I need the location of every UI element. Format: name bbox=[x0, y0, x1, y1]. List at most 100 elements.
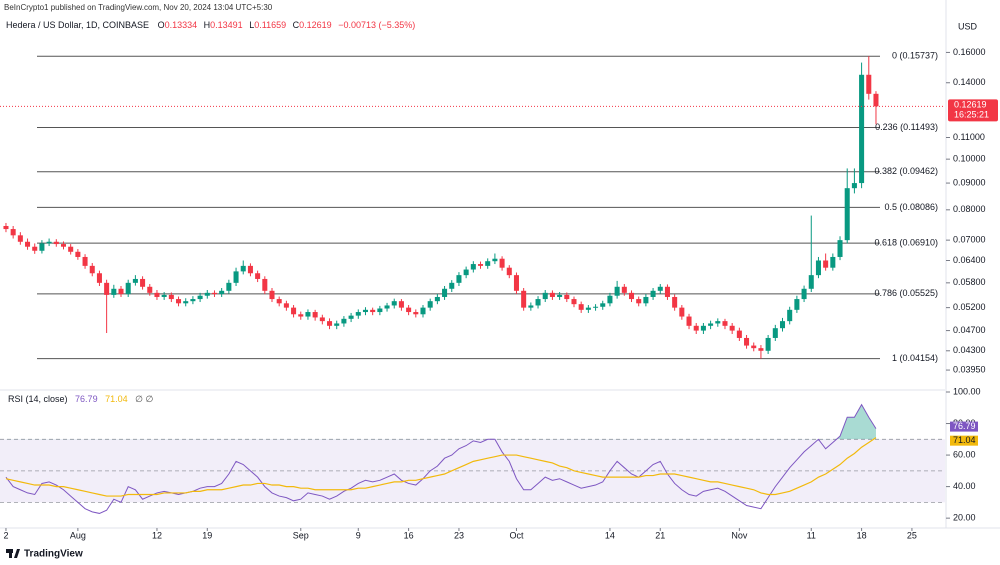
candle-body bbox=[801, 288, 807, 300]
candle-body bbox=[463, 269, 469, 276]
candle-body bbox=[614, 286, 620, 296]
rsi-line bbox=[5, 403, 877, 514]
fib-level-label: 0.236 (0.11493) bbox=[875, 122, 938, 132]
candle-body bbox=[664, 286, 670, 297]
candle-body bbox=[535, 299, 541, 306]
candle-body bbox=[808, 275, 814, 289]
candle-body bbox=[873, 93, 879, 107]
candle-body bbox=[118, 288, 124, 295]
candle-body bbox=[585, 307, 591, 310]
rsi-ma-value: 71.04 bbox=[105, 394, 128, 404]
candle-body bbox=[132, 278, 138, 283]
candle-body bbox=[600, 303, 606, 307]
candle-body bbox=[787, 309, 793, 322]
x-tick-label: Nov bbox=[731, 530, 748, 540]
x-tick-label: 25 bbox=[907, 530, 917, 540]
y-tick-label: 0.16000 bbox=[953, 47, 986, 57]
candle-body bbox=[571, 299, 577, 305]
candle-body bbox=[82, 256, 88, 266]
ohlc-value: 0.13491 bbox=[210, 20, 243, 30]
candle-body bbox=[413, 312, 419, 315]
y-tick-label: 0.11000 bbox=[953, 132, 985, 142]
candle-body bbox=[168, 294, 174, 300]
rsi-line bbox=[5, 437, 877, 497]
fib-level-label: 1 (0.04154) bbox=[892, 353, 938, 363]
candle-body bbox=[176, 299, 182, 304]
rsi-value-box bbox=[950, 421, 978, 432]
brand: TradingView bbox=[24, 549, 83, 560]
published-note: BeInCrypto1 published on TradingView.com… bbox=[4, 3, 273, 12]
y-tick-label: 0.05800 bbox=[953, 277, 986, 287]
candle-body bbox=[211, 292, 217, 295]
candle-body bbox=[406, 307, 412, 313]
candle-body bbox=[686, 316, 692, 326]
y-tick-label: 60.00 bbox=[953, 449, 976, 459]
candle-body bbox=[434, 296, 440, 302]
y-tick-label: 0.06400 bbox=[953, 255, 986, 265]
candle-body bbox=[298, 314, 304, 317]
x-tick-label: 21 bbox=[655, 530, 665, 540]
y-tick-label: 0.03950 bbox=[953, 364, 986, 374]
currency: USD bbox=[958, 21, 978, 31]
rsi-value-box bbox=[950, 435, 978, 446]
candle-body bbox=[384, 305, 390, 309]
candle-body bbox=[240, 265, 246, 272]
y-tick-label: 20.00 bbox=[953, 513, 976, 523]
y-tick-label: 0.04300 bbox=[953, 345, 986, 355]
candle-body bbox=[420, 307, 426, 315]
candle-body bbox=[233, 271, 239, 283]
x-tick-label: Oct bbox=[509, 530, 524, 540]
candle-body bbox=[815, 260, 821, 276]
candle-body bbox=[269, 290, 275, 300]
candle-body bbox=[104, 282, 110, 295]
candle-body bbox=[204, 292, 210, 296]
x-tick-label: 16 bbox=[404, 530, 414, 540]
brand-logo: TradingView bbox=[6, 549, 83, 560]
fib-level-label: 0.786 (0.05525) bbox=[874, 288, 938, 298]
candle-body bbox=[17, 235, 23, 242]
candle-body bbox=[89, 265, 95, 274]
candle-body bbox=[442, 288, 448, 297]
candle-body bbox=[744, 337, 750, 346]
candle-body bbox=[283, 303, 289, 308]
ohlc-value: 0.11659 bbox=[254, 20, 286, 30]
plot-layer: 0 (0.15737) 0.236 (0.11493) 0.382 (0.09462… bbox=[0, 51, 945, 514]
candle-body bbox=[729, 325, 735, 331]
candle-body bbox=[147, 286, 153, 293]
rsi-value: 76.79 bbox=[75, 394, 98, 404]
x-tick-label: 18 bbox=[857, 530, 867, 540]
candle-body bbox=[722, 321, 728, 326]
candle-body bbox=[751, 345, 757, 349]
ohlc-value: 0.12619 bbox=[299, 20, 332, 30]
candle-body bbox=[10, 229, 16, 236]
candle-body bbox=[355, 312, 361, 316]
candle-body bbox=[866, 74, 872, 94]
candle-body bbox=[140, 278, 146, 287]
candle-body bbox=[161, 294, 167, 297]
candle-body bbox=[851, 183, 857, 189]
candle-body bbox=[679, 307, 685, 317]
candle-body bbox=[190, 299, 196, 302]
change: −0.00713 (−5.35%) bbox=[338, 20, 415, 30]
candle-body bbox=[370, 309, 376, 313]
x-tick-label: Sep bbox=[293, 530, 309, 540]
candle-body bbox=[68, 246, 74, 252]
candle-body bbox=[291, 307, 297, 315]
candle-body bbox=[327, 321, 333, 326]
candle-body bbox=[449, 282, 455, 289]
symbol-legend: Hedera / US Dollar, 1D, COINBASE O0.1333… bbox=[6, 20, 415, 30]
candle-body bbox=[506, 267, 512, 276]
candle-body bbox=[125, 282, 131, 295]
candle-body bbox=[628, 292, 635, 300]
candle-body bbox=[485, 261, 491, 266]
candle-body bbox=[499, 258, 505, 268]
x-tick-label: 2 bbox=[3, 530, 8, 540]
last-price-box bbox=[948, 99, 998, 122]
ohlc-value: 0.13334 bbox=[165, 20, 198, 30]
candle-body bbox=[700, 325, 706, 331]
candle-body bbox=[715, 321, 721, 324]
candle-body bbox=[427, 301, 433, 308]
candle-body bbox=[636, 299, 642, 304]
candle-body bbox=[765, 337, 771, 351]
